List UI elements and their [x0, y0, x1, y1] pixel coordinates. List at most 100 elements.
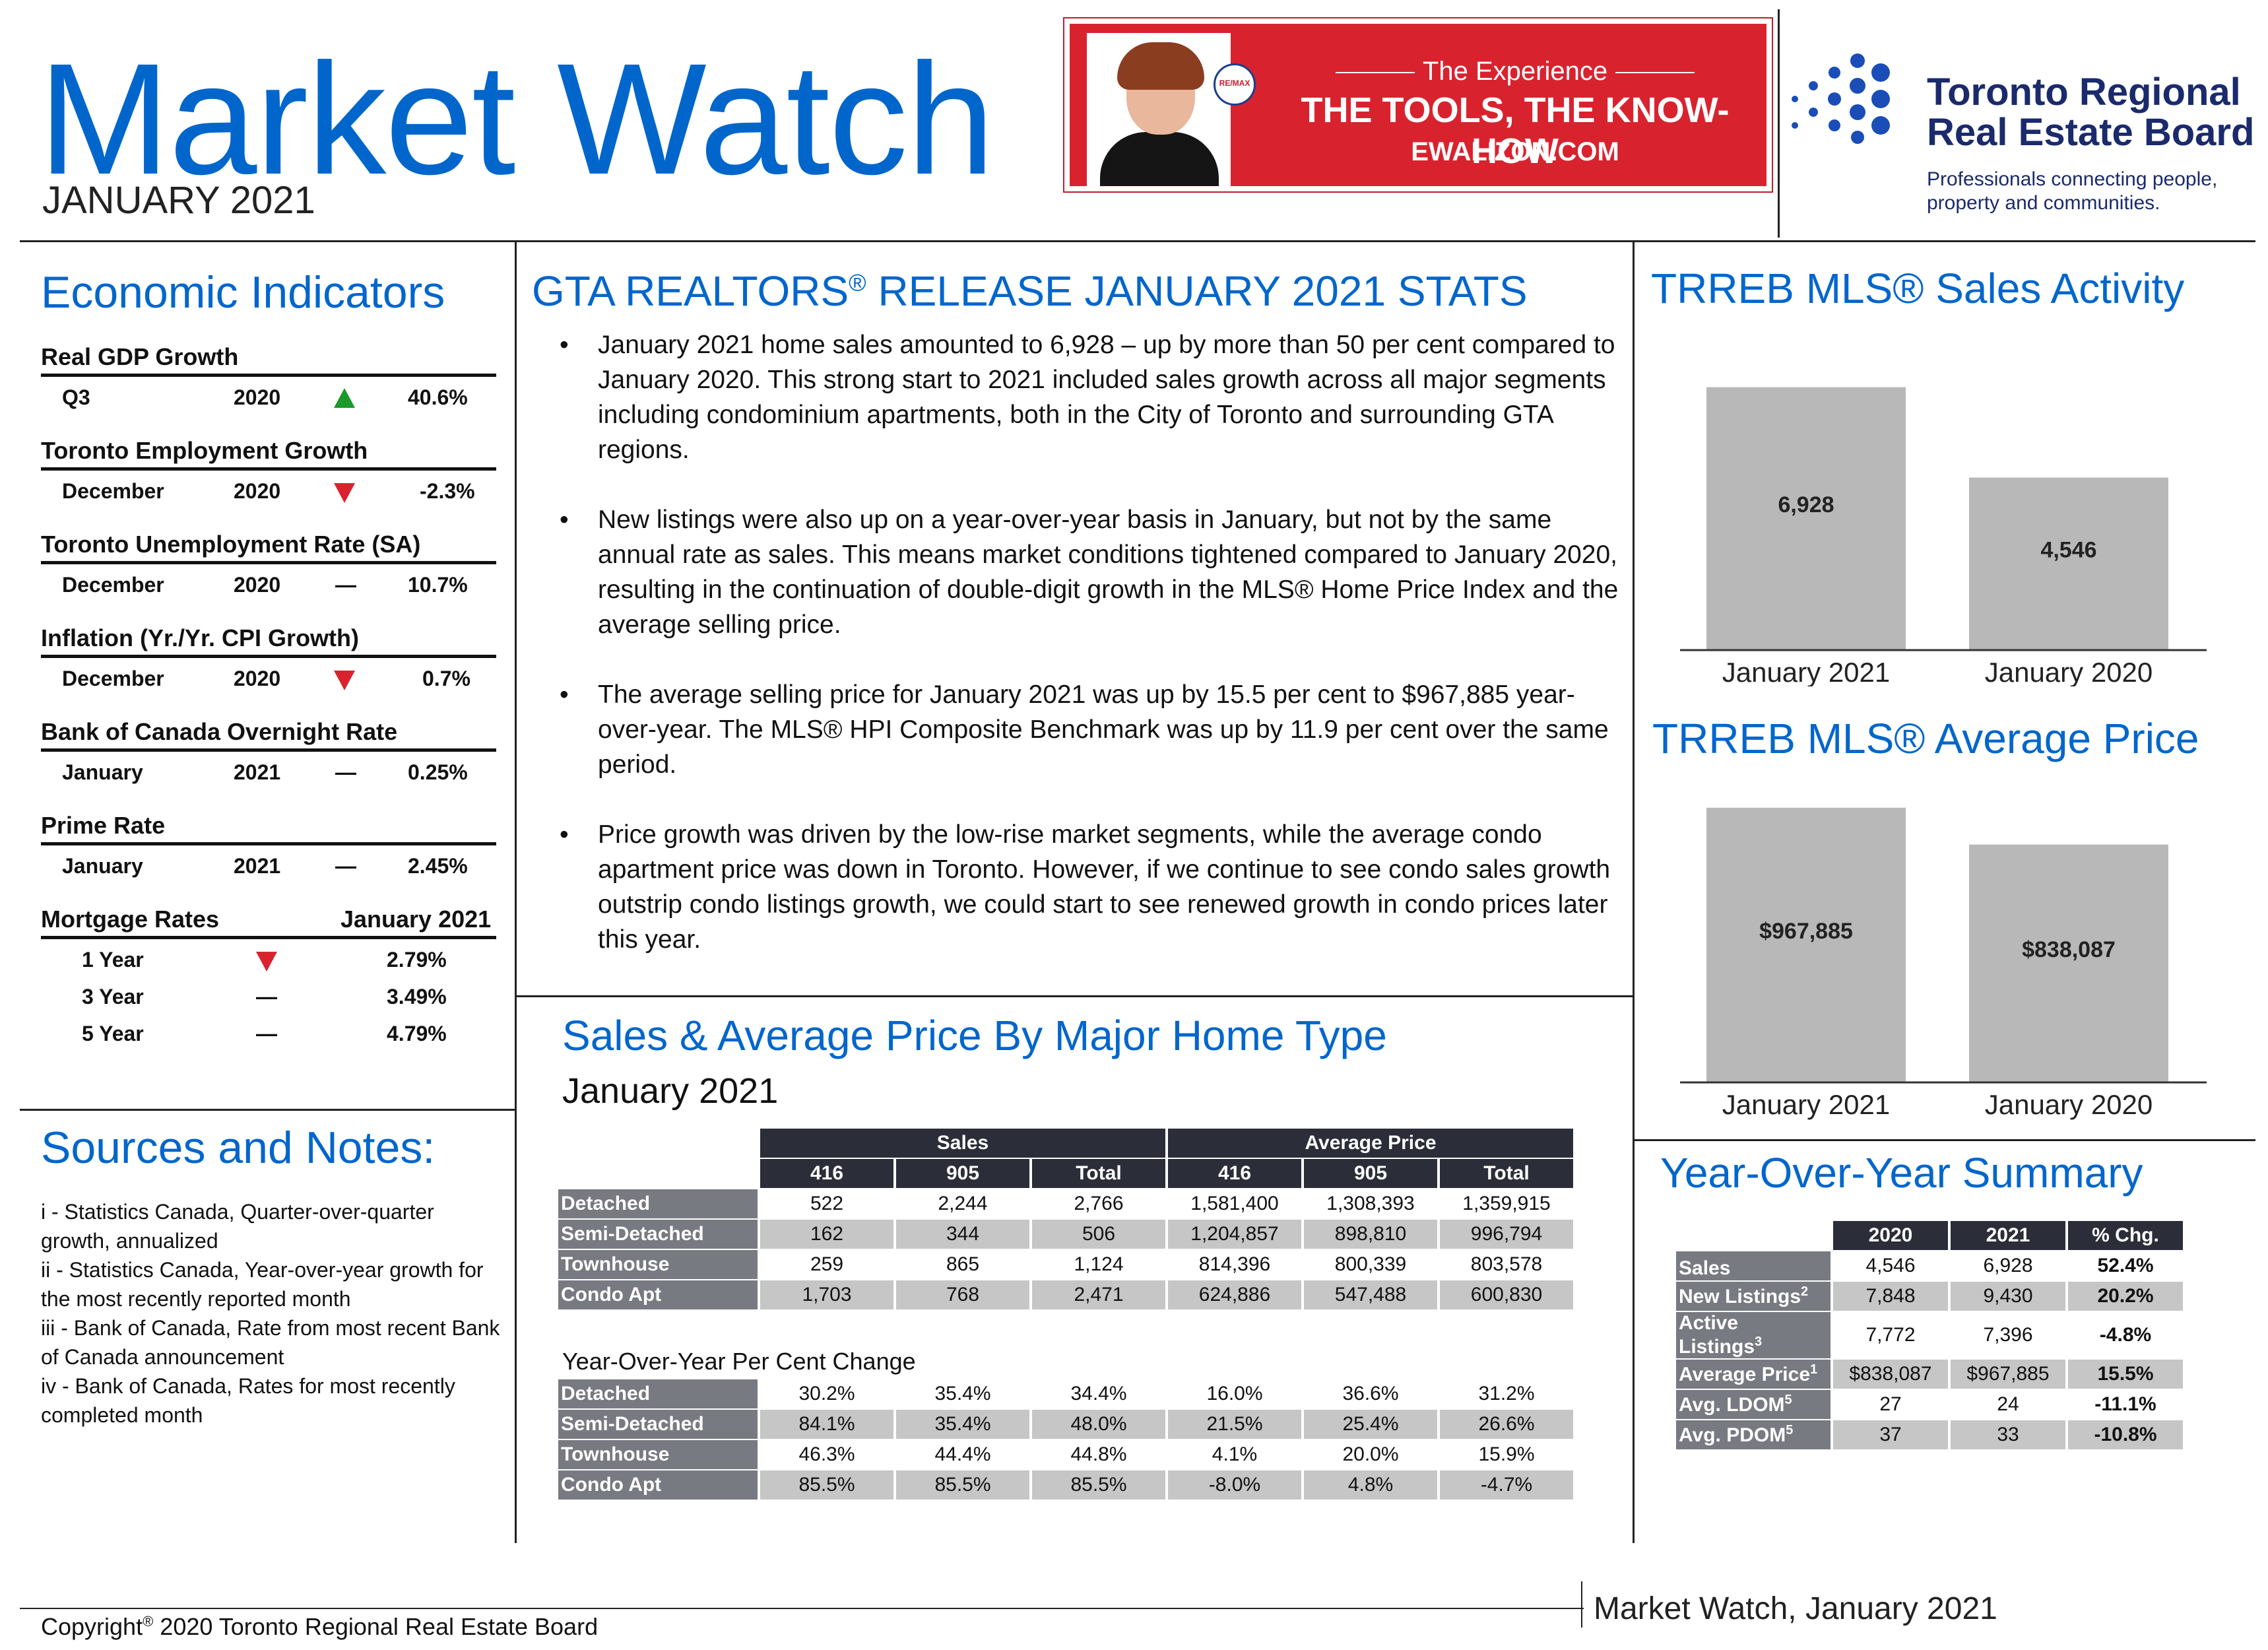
column-header: % Chg. [2068, 1221, 2183, 1250]
table-row: Condo Apt 85.5% 85.5% 85.5% -8.0% 4.8% -4.7% [558, 1470, 1573, 1500]
average-price-chart: $967,885 January 2021 $838,087 January 2020 [1680, 807, 2207, 1120]
bar [1969, 477, 2168, 650]
price-group-header: Average Price [1168, 1129, 1573, 1158]
table-row: New Listings2 7,848 9,430 20.2% [1676, 1282, 2183, 1311]
trend-flat-icon: — [335, 760, 356, 784]
trend-flat-icon: — [335, 573, 356, 597]
trend-down-icon [334, 671, 355, 690]
gdp-label: Real GDP Growth [41, 343, 239, 370]
footer-rule [20, 1608, 1584, 1609]
gdp-rule [41, 374, 496, 377]
prime-rate-label: Prime Rate [41, 812, 166, 839]
mortgage-rates-period: January 2021 [340, 906, 492, 933]
inflation-label: Inflation (Yr./Yr. CPI Growth) [41, 624, 360, 651]
bar-data-label: 4,546 [2040, 537, 2096, 562]
table-row: Townhouse 259 865 1,124 814,396 800,339 803,… [558, 1250, 1573, 1279]
release-heading: GTA REALTORS® RELEASE JANUARY 2021 STATS [532, 267, 1528, 315]
column-header: 2020 [1833, 1221, 1948, 1250]
economic-indicators-heading: Economic Indicators [41, 267, 445, 317]
yoy-summary-table: 2020 2021 % Chg. Sales 4,546 6,928 52.4% … [1673, 1220, 2186, 1451]
boc-rate-rule [41, 748, 496, 752]
table-row: Avg. PDOM5 37 33 -10.8% [1676, 1420, 2183, 1449]
column-header: 905 [1304, 1159, 1437, 1188]
middle-divider [516, 995, 1634, 997]
table-row: Detached 30.2% 35.4% 34.4% 16.0% 36.6% 31.2% [558, 1379, 1573, 1408]
sales-activity-chart: 6,928 January 2021 4,546 January 2020 [1680, 387, 2207, 686]
right-column-divider [1633, 242, 1635, 1543]
summary-divider [1634, 1139, 2255, 1141]
sales-activity-heading: TRREB MLS® Sales Activity [1651, 265, 2185, 312]
unemployment-rule [41, 561, 496, 564]
table-row: Townhouse 46.3% 44.4% 44.8% 4.1% 20.0% 15.9% [558, 1440, 1573, 1469]
table-row: Condo Apt 1,703 768 2,471 624,886 547,488 60… [558, 1280, 1573, 1309]
sales-group-header: Sales [760, 1129, 1165, 1158]
average-price-heading: TRREB MLS® Average Price [1652, 715, 2199, 762]
sources-heading: Sources and Notes: [41, 1123, 436, 1173]
prime-rate-row: January 2021 — 2.45% [62, 854, 468, 878]
prime-rate-rule [41, 842, 496, 845]
ad-website-link[interactable]: EWALIZON.COM [1411, 137, 1619, 166]
employment-rule [41, 467, 496, 471]
trend-flat-icon: — [256, 1022, 277, 1045]
gdp-row: Q3 2020 40.6% [62, 385, 468, 409]
unemployment-label: Toronto Unemployment Rate (SA) [41, 531, 421, 558]
yoy-change-table: Detached 30.2% 35.4% 34.4% 16.0% 36.6% 31.2%… [556, 1378, 1576, 1501]
bar-data-label: $838,087 [2022, 937, 2116, 962]
boc-rate-label: Bank of Canada Overnight Rate [41, 718, 398, 745]
table-row: Active Listings3 7,772 7,396 -4.8% [1676, 1312, 2183, 1358]
mortgage-1yr-row: 1 Year 2.79% [82, 948, 447, 972]
trend-flat-icon: — [256, 985, 277, 1008]
category-label: January 2020 [1985, 657, 2153, 686]
table-row: Avg. LDOM5 27 24 -11.1% [1676, 1390, 2183, 1419]
hometype-heading: Sales & Average Price By Major Home Type [562, 1012, 1387, 1059]
hometype-period: January 2021 [562, 1071, 779, 1111]
sources-notes: i - Statistics Canada, Quarter-over-quar… [41, 1200, 500, 1427]
table-row: Average Price1 $838,087 $967,885 15.5% [1676, 1360, 2183, 1389]
column-header: 2021 [1951, 1221, 2065, 1250]
bullet-item: The average selling price for January 20… [548, 677, 1623, 782]
inflation-row: December 2020 0.7% [62, 667, 470, 690]
header-rule [20, 240, 2255, 242]
mortgage-3yr-row: 3 Year — 3.49% [82, 985, 447, 1008]
bar-data-label: $967,885 [1759, 919, 1853, 944]
column-header: Total [1440, 1159, 1573, 1188]
mortgage-rates-rule [41, 936, 496, 939]
column-header: 416 [1168, 1159, 1301, 1188]
bar [1706, 807, 1906, 1082]
trend-up-icon [334, 388, 355, 408]
employment-row: December 2020 -2.3% [62, 479, 475, 503]
remax-logo: RE/MAX [1214, 63, 1256, 106]
table-row: Semi-Detached 84.1% 35.4% 48.0% 21.5% 25.4%… [558, 1410, 1573, 1439]
column-header: 905 [896, 1159, 1029, 1188]
category-label: January 2021 [1722, 1089, 1891, 1120]
release-bullets: January 2021 home sales amounted to 6,92… [548, 327, 1623, 992]
sources-divider [20, 1109, 516, 1111]
page-subtitle: JANUARY 2021 [42, 179, 315, 222]
trreb-dots-logo-icon [1792, 53, 1890, 144]
yoy-change-heading: Year-Over-Year Per Cent Change [562, 1348, 916, 1375]
yoy-summary-heading: Year-Over-Year Summary [1660, 1149, 2143, 1197]
trreb-tagline: Professionals connecting people, property… [1927, 168, 2218, 214]
mortgage-5yr-row: 5 Year — 4.79% [82, 1022, 447, 1045]
inflation-rule [41, 655, 496, 658]
bullet-item: Price growth was driven by the low-rise … [548, 817, 1623, 957]
ad-line-2: THE TOOLS, THE KNOW-HOW [1301, 90, 1730, 171]
trend-down-icon [334, 483, 355, 503]
ad-line-1: The Experience [1261, 57, 1769, 86]
table-row: Detached 522 2,244 2,766 1,581,400 1,308,39… [558, 1189, 1573, 1218]
category-label: January 2021 [1722, 657, 1891, 686]
header-divider [1778, 9, 1780, 238]
left-column-divider [515, 242, 517, 1543]
footer-publication-label: Market Watch, January 2021 [1594, 1591, 1997, 1626]
bar [1969, 844, 2168, 1082]
bullet-item: New listings were also up on a year-over… [548, 502, 1623, 642]
trend-flat-icon: — [335, 854, 356, 878]
advertisement-banner[interactable]: RE/MAX The Experience THE TOOLS, THE KNO… [1063, 17, 1773, 193]
column-header: Total [1032, 1159, 1165, 1188]
table-row: Sales 4,546 6,928 52.4% [1676, 1251, 2183, 1280]
column-header: 416 [760, 1159, 893, 1188]
bullet-item: January 2021 home sales amounted to 6,92… [548, 327, 1623, 467]
agent-photo [1087, 33, 1231, 186]
trreb-name: Toronto Regional Real Estate Board [1927, 71, 2255, 154]
bar-data-label: 6,928 [1778, 492, 1834, 517]
